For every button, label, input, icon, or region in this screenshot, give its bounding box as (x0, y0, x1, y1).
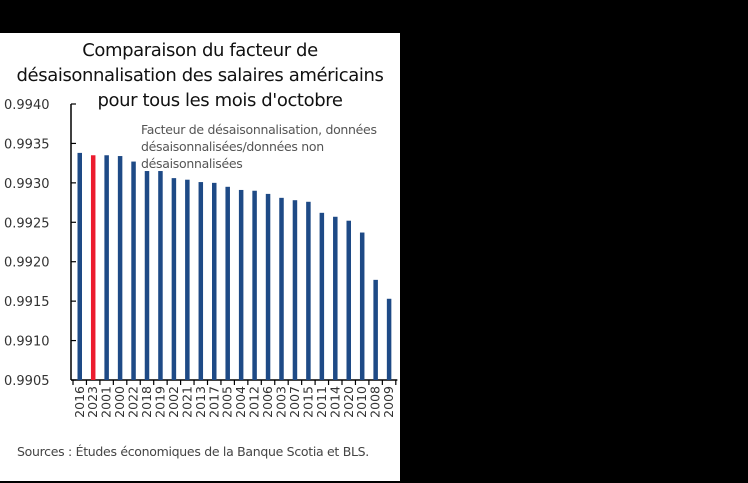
bar-2012 (252, 190, 257, 380)
x-tick-label: 2017 (206, 386, 221, 418)
bar-2007 (292, 200, 298, 380)
x-tick-label: 2003 (274, 386, 289, 418)
bar-2004 (238, 189, 244, 380)
x-tick-label: 2005 (220, 386, 235, 418)
chart-title-line-3: pour tous les mois d'octobre (97, 90, 343, 111)
y-tick-label: 0.9910 (4, 335, 50, 350)
bar-2010 (359, 232, 365, 380)
bar-2005 (225, 186, 230, 380)
x-tick-label: 2023 (85, 386, 100, 418)
bar-2016 (77, 152, 82, 380)
chart-title-line-1: Comparaison du facteur de (82, 40, 318, 61)
bar-chart: 0.9905 0.9910 0.9915 0.9920 0.9925 0.9930 0.99… (4, 98, 398, 418)
x-tick-label: 2002 (166, 386, 181, 418)
x-tick-label: 2018 (139, 386, 154, 418)
chart-annotation: Facteur de désaisonnalisation, données d… (141, 121, 401, 172)
x-tick-label: 2008 (368, 386, 383, 418)
bar-2014 (333, 216, 338, 380)
x-tick-label: 2009 (381, 386, 396, 418)
bar-2015 (306, 201, 311, 380)
bar-2019 (158, 171, 163, 380)
bar-2022 (131, 161, 136, 380)
chart-panel: Comparaison du facteur de désaisonnalisa… (0, 33, 400, 481)
bar-2021 (185, 179, 190, 380)
x-tick-label: 2022 (126, 386, 141, 418)
x-tick-label: 2015 (300, 386, 315, 418)
y-tick-label: 0.9920 (4, 256, 50, 271)
y-tick-label: 0.9935 (4, 137, 50, 152)
bar-2018 (144, 171, 150, 380)
x-tick-label: 2020 (341, 386, 356, 418)
bar-2002 (171, 178, 177, 380)
bar-2006 (265, 193, 271, 380)
bar-2003 (279, 197, 284, 380)
source-note: Sources : Études économiques de la Banqu… (17, 444, 369, 459)
bar-2013 (198, 182, 204, 380)
x-tick-label: 2019 (152, 386, 167, 418)
y-tick-label: 0.9925 (4, 216, 50, 231)
y-tick-label: 0.9940 (4, 98, 50, 113)
x-tick-label: 2000 (112, 386, 127, 418)
x-tick-label: 2021 (179, 386, 194, 418)
x-tick-label: 2016 (72, 386, 87, 418)
chart-title-line-2: désaisonnalisation des salaires américai… (16, 65, 384, 86)
y-tick-label: 0.9930 (4, 177, 50, 192)
x-tick-label: 2014 (327, 386, 342, 418)
x-tick-label: 2010 (354, 386, 369, 418)
x-tick-label: 2013 (193, 386, 208, 418)
bar-2017 (212, 182, 217, 380)
annotation-line-1: Facteur de désaisonnalisation, données (141, 122, 377, 137)
x-tick-label: 2007 (287, 386, 302, 418)
bar-2000 (117, 156, 123, 380)
bar-2009 (386, 298, 392, 380)
y-tick-label: 0.9915 (4, 295, 50, 310)
bar-2001 (104, 155, 109, 380)
y-tick-label: 0.9905 (4, 374, 50, 389)
x-tick-label: 2006 (260, 386, 275, 418)
bar-2023 (90, 155, 96, 380)
bar-2020 (346, 220, 351, 380)
bar-2011 (319, 212, 325, 380)
bar-2008 (373, 279, 378, 380)
x-tick-label: 2012 (247, 386, 262, 418)
x-tick-label: 2001 (99, 386, 114, 418)
annotation-line-3: désaisonnalisées (141, 156, 243, 171)
x-tick-label: 2011 (314, 386, 329, 418)
annotation-line-2: désaisonnalisées/données non (141, 139, 324, 154)
x-tick-label: 2004 (233, 386, 248, 418)
